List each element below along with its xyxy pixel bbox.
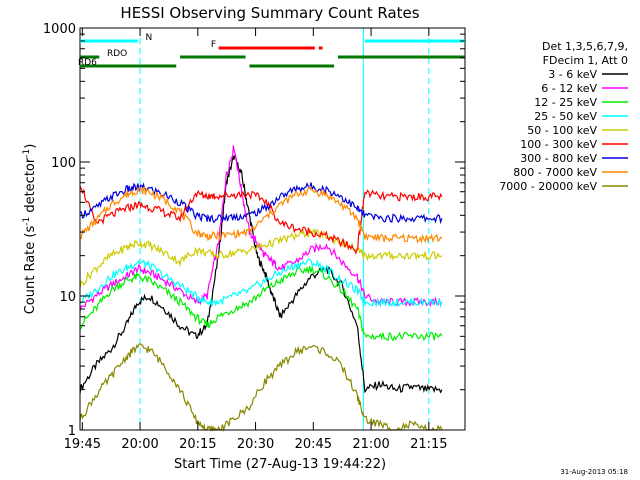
series-line — [79, 258, 443, 309]
y-tick-label: 100 — [51, 156, 76, 171]
legend-entry-label: 800 - 7000 keV — [513, 166, 597, 179]
x-tick-label: 21:00 — [352, 437, 389, 452]
legend-entry-label: 12 - 25 keV — [534, 96, 597, 109]
legend-entry-label: 6 - 12 keV — [541, 82, 597, 95]
legend-entry-label: 7000 - 20000 keV — [499, 180, 597, 193]
x-tick-label: 19:45 — [64, 437, 101, 452]
x-tick-label: 21:15 — [410, 437, 447, 452]
instrument-flags: N F RDO RD6 — [78, 33, 465, 68]
y-axis-ticks: 1 10 100 1000 — [43, 22, 465, 439]
flag-label: F — [211, 40, 216, 50]
series-line — [79, 185, 443, 245]
x-tick-label: 20:45 — [295, 437, 332, 452]
flag-label: RD6 — [78, 58, 97, 68]
y-tick-label: 1000 — [43, 22, 76, 37]
series-line — [79, 343, 443, 433]
x-axis-ticks: 19:45 20:00 20:15 20:30 20:45 21:00 21:15 — [64, 28, 448, 452]
series-line — [79, 265, 443, 342]
series-line — [79, 181, 443, 225]
y-axis-label-part: detector — [23, 157, 38, 217]
x-tick-label: 20:15 — [179, 437, 216, 452]
y-axis-label-exponent: -1 — [22, 149, 32, 158]
y-tick-label: 10 — [59, 290, 76, 305]
y-axis-label: Count Rate (s-1 detector-1) — [22, 144, 38, 315]
chart-title: HESSI Observing Summary Count Rates — [120, 4, 419, 22]
legend-entry-label: 3 - 6 keV — [548, 68, 597, 81]
plot-area — [79, 28, 443, 433]
y-axis-label-exponent: -1 — [22, 217, 32, 226]
x-tick-label: 20:00 — [121, 437, 158, 452]
plot-frame — [79, 27, 466, 431]
y-tick-label: 1 — [68, 424, 76, 439]
legend-entry-label: 100 - 300 keV — [520, 138, 597, 151]
x-tick-label: 20:30 — [237, 437, 274, 452]
legend-entry-label: 25 - 50 keV — [534, 110, 597, 123]
legend-header: FDecim 1, Att 0 — [543, 54, 628, 67]
series-line — [79, 145, 443, 312]
series-line — [79, 227, 443, 288]
y-axis-label-part: ) — [23, 144, 38, 149]
flag-label: RDO — [107, 49, 127, 59]
legend-entry-label: 50 - 100 keV — [527, 124, 597, 137]
series-line — [79, 186, 443, 255]
legend: Det 1,3,5,6,7,9, FDecim 1, Att 0 3 - 6 k… — [499, 40, 628, 193]
x-axis-label: Start Time (27-Aug-13 19:44:22) — [174, 457, 386, 472]
legend-header: Det 1,3,5,6,7,9, — [542, 40, 628, 53]
legend-entry-label: 300 - 800 keV — [520, 152, 597, 165]
y-axis-label-part: Count Rate (s — [23, 226, 38, 315]
footer-timestamp: 31-Aug-2013 05:18 — [560, 468, 628, 476]
flag-label: N — [145, 33, 152, 43]
